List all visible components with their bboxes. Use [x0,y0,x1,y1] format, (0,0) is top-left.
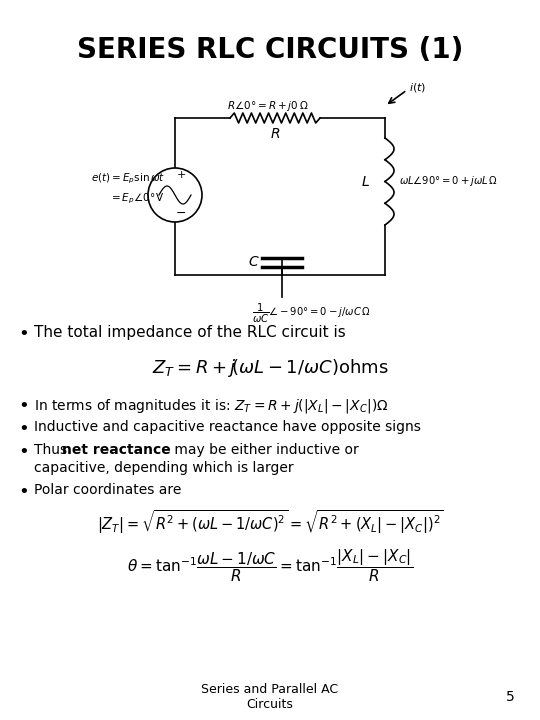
Text: $= E_p\angle 0°\,\mathrm{V}$: $= E_p\angle 0°\,\mathrm{V}$ [109,192,165,206]
Text: Thus: Thus [34,443,71,457]
Text: −: − [176,207,186,220]
Text: capacitive, depending which is larger: capacitive, depending which is larger [34,461,294,475]
Text: $e(t) = E_p\sin\omega t$: $e(t) = E_p\sin\omega t$ [91,172,165,186]
Text: •: • [18,397,29,415]
Text: $R$: $R$ [270,127,280,141]
Text: $Z_T = R + j\!\left(\omega L - 1/\omega C\right)\mathrm{ohms}$: $Z_T = R + j\!\left(\omega L - 1/\omega … [152,357,388,379]
Text: $\omega L\angle 90°= 0 + j\omega L\,\Omega$: $\omega L\angle 90°= 0 + j\omega L\,\Ome… [399,174,498,189]
Text: The total impedance of the RLC circuit is: The total impedance of the RLC circuit i… [34,325,346,340]
Text: •: • [18,325,29,343]
Text: $R\angle 0° = R + j0\,\Omega$: $R\angle 0° = R + j0\,\Omega$ [227,99,309,113]
Text: 5: 5 [505,690,515,704]
Text: $\theta = \tan^{-1}\!\dfrac{\omega L - 1/\omega C}{R} = \tan^{-1}\!\dfrac{|X_L| : $\theta = \tan^{-1}\!\dfrac{\omega L - 1… [127,548,413,585]
Text: may be either inductive or: may be either inductive or [170,443,359,457]
Text: $|Z_T| = \sqrt{R^2 + (\omega L - 1/\omega C)^2} = \sqrt{R^2 + \left(X_L| - |X_C\: $|Z_T| = \sqrt{R^2 + (\omega L - 1/\omeg… [97,508,443,536]
Text: $L$: $L$ [361,174,369,189]
Text: Inductive and capacitive reactance have opposite signs: Inductive and capacitive reactance have … [34,420,421,434]
Text: In terms of magnitudes it is: $Z_T = R + j(|X_L| - |X_C|)\Omega$: In terms of magnitudes it is: $Z_T = R +… [34,397,389,415]
Text: Polar coordinates are: Polar coordinates are [34,483,181,497]
Text: •: • [18,483,29,501]
Text: •: • [18,443,29,461]
Text: net reactance: net reactance [62,443,171,457]
Text: Series and Parallel AC
Circuits: Series and Parallel AC Circuits [201,683,339,711]
Text: $i(t)$: $i(t)$ [409,81,426,94]
Text: $\dfrac{1}{\omega C}\angle -90°= 0 - j/\omega C\,\Omega$: $\dfrac{1}{\omega C}\angle -90°= 0 - j/\… [252,302,371,325]
Text: SERIES RLC CIRCUITS (1): SERIES RLC CIRCUITS (1) [77,36,463,64]
Text: $C$: $C$ [248,256,260,269]
Text: •: • [18,420,29,438]
Text: +: + [177,170,186,180]
